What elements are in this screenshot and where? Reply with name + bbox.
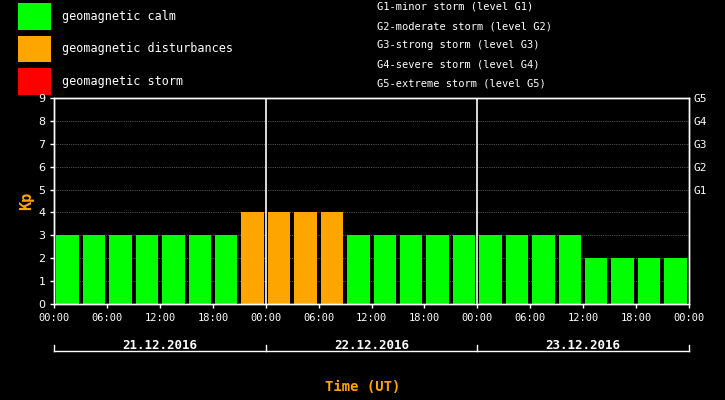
Bar bbox=[664, 258, 687, 304]
Bar bbox=[638, 258, 660, 304]
Bar bbox=[83, 235, 105, 304]
Text: geomagnetic calm: geomagnetic calm bbox=[62, 10, 175, 23]
Text: 21.12.2016: 21.12.2016 bbox=[123, 340, 198, 352]
Text: G4-severe storm (level G4): G4-severe storm (level G4) bbox=[377, 60, 539, 70]
Bar bbox=[400, 235, 423, 304]
Bar bbox=[558, 235, 581, 304]
Text: G5-extreme storm (level G5): G5-extreme storm (level G5) bbox=[377, 79, 546, 89]
Bar bbox=[18, 3, 51, 30]
Bar bbox=[215, 235, 237, 304]
Bar bbox=[268, 212, 290, 304]
Bar bbox=[320, 212, 343, 304]
Bar bbox=[241, 212, 264, 304]
Bar bbox=[18, 68, 51, 95]
Text: 22.12.2016: 22.12.2016 bbox=[334, 340, 409, 352]
Bar bbox=[57, 235, 79, 304]
Bar bbox=[506, 235, 529, 304]
Bar bbox=[109, 235, 132, 304]
Text: G3-strong storm (level G3): G3-strong storm (level G3) bbox=[377, 40, 539, 50]
Bar bbox=[162, 235, 185, 304]
Bar bbox=[373, 235, 396, 304]
Bar bbox=[453, 235, 476, 304]
Text: geomagnetic storm: geomagnetic storm bbox=[62, 75, 183, 88]
Y-axis label: Kp: Kp bbox=[19, 192, 34, 210]
Text: Time (UT): Time (UT) bbox=[325, 380, 400, 394]
Text: 23.12.2016: 23.12.2016 bbox=[545, 340, 621, 352]
Bar bbox=[611, 258, 634, 304]
Bar bbox=[532, 235, 555, 304]
Bar bbox=[347, 235, 370, 304]
Bar bbox=[136, 235, 158, 304]
Text: G1-minor storm (level G1): G1-minor storm (level G1) bbox=[377, 2, 534, 12]
Bar bbox=[479, 235, 502, 304]
Bar bbox=[585, 258, 608, 304]
Bar bbox=[18, 36, 51, 62]
Text: G2-moderate storm (level G2): G2-moderate storm (level G2) bbox=[377, 21, 552, 31]
Bar bbox=[426, 235, 449, 304]
Text: geomagnetic disturbances: geomagnetic disturbances bbox=[62, 42, 233, 56]
Bar bbox=[188, 235, 211, 304]
Bar bbox=[294, 212, 317, 304]
